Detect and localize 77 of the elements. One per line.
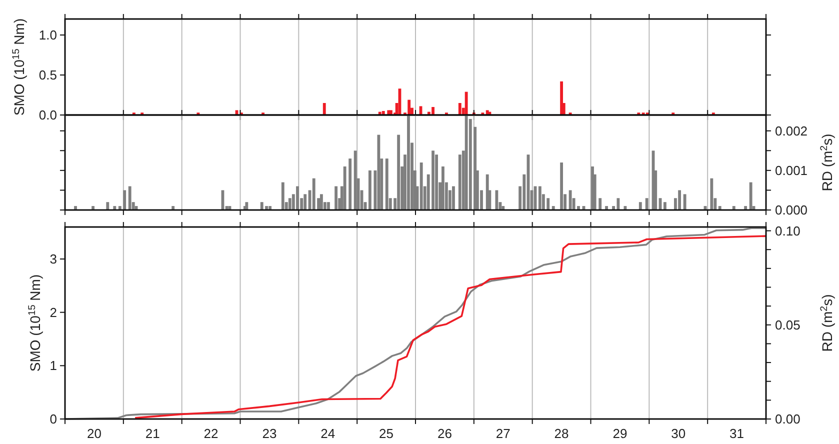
y2-tick-label: 0.002 <box>775 123 808 138</box>
bar <box>458 154 462 210</box>
bar <box>435 154 438 210</box>
y-tick-label: 1 <box>50 358 57 374</box>
y2-tick-label: 0.00 <box>775 412 800 426</box>
x-tick-label: 25 <box>379 426 394 441</box>
bar <box>432 107 434 115</box>
x-tick-label: 23 <box>262 426 277 441</box>
y2-tick-label: 0.05 <box>775 317 800 332</box>
bar <box>678 190 682 210</box>
bar <box>245 202 248 210</box>
bar <box>560 162 563 210</box>
bar <box>441 166 444 210</box>
bar <box>113 206 116 210</box>
bar <box>502 206 505 210</box>
x-tick-label: 21 <box>145 426 160 441</box>
bar <box>296 186 299 210</box>
y2-tick-label: 0.000 <box>775 202 808 218</box>
x-tick-label: 28 <box>554 426 569 441</box>
bar <box>268 206 272 210</box>
bar <box>464 92 468 115</box>
x-tick-label: 31 <box>730 426 744 441</box>
bar <box>288 198 292 210</box>
bar <box>354 150 357 210</box>
bar <box>390 110 392 115</box>
bar <box>106 202 110 210</box>
bar <box>452 186 455 210</box>
y-tick-label: 1.0 <box>38 28 57 42</box>
bar <box>343 166 346 210</box>
y-tick-label: 0.0 <box>38 108 57 122</box>
x-tick-label: 27 <box>496 426 510 441</box>
bar <box>683 194 686 210</box>
bar <box>128 186 132 210</box>
x-tick-label: 24 <box>320 426 336 441</box>
y-tick-label: 0.5 <box>38 68 57 82</box>
bar <box>334 186 338 210</box>
bar <box>368 170 372 210</box>
bar <box>495 190 498 210</box>
bar <box>598 198 602 210</box>
bar <box>744 206 748 210</box>
bar <box>92 206 94 210</box>
y-tick-label: 0 <box>50 412 57 426</box>
y2-tick-label: 0.10 <box>775 223 800 238</box>
bar <box>304 194 307 210</box>
bar <box>710 178 714 210</box>
bar <box>420 162 423 210</box>
bar <box>663 202 666 210</box>
bar <box>74 206 77 210</box>
bar <box>568 190 572 210</box>
bar <box>385 158 388 210</box>
bar <box>538 186 542 210</box>
bar <box>718 206 722 210</box>
y2-tick-label: 0.001 <box>775 162 808 178</box>
x-tick-label: 30 <box>671 426 686 441</box>
x-tick-label: 29 <box>612 426 628 441</box>
bar <box>732 206 736 210</box>
bar <box>560 81 563 115</box>
bar <box>172 206 175 210</box>
x-tick-label: 20 <box>86 426 102 441</box>
bar <box>605 206 608 210</box>
x-tick-label: 26 <box>437 426 452 441</box>
bar <box>327 202 330 210</box>
bar <box>552 206 555 210</box>
y-tick-label: 2 <box>50 304 57 320</box>
bar <box>377 134 380 210</box>
bar <box>408 100 411 115</box>
bar <box>281 182 284 210</box>
bar <box>749 182 752 210</box>
bar <box>458 103 462 115</box>
bar <box>645 198 648 210</box>
bar <box>638 202 642 210</box>
bar <box>320 194 323 210</box>
y-tick-label: 3 <box>50 252 57 266</box>
bar <box>397 134 400 210</box>
x-tick-label: 22 <box>204 426 218 441</box>
bar <box>348 158 352 210</box>
bar <box>322 103 326 115</box>
